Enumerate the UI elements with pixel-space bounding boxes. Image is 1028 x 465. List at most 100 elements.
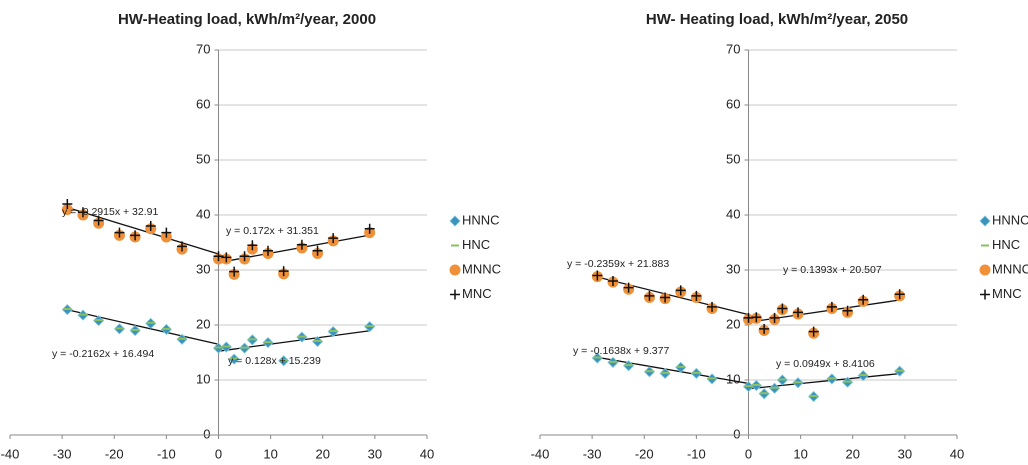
legend-label: MNNC: [462, 261, 501, 276]
x-tick-label: -10: [687, 446, 706, 461]
x-tick-label: -40: [1, 446, 20, 461]
data-point: [894, 289, 905, 300]
data-point: [691, 290, 702, 301]
data-point: [312, 245, 323, 256]
data-point: [826, 301, 837, 312]
data-point: [61, 204, 73, 215]
y-tick-label: 70: [726, 41, 740, 56]
trendline-equation: y = -0.2915x + 32.91: [62, 206, 158, 218]
legend-marker: [450, 289, 460, 300]
legend-label: HNC: [992, 237, 1020, 252]
legend-label: MNNC: [992, 261, 1028, 276]
x-tick-label: -20: [635, 446, 654, 461]
data-point: [675, 285, 686, 296]
y-tick-label: 0: [733, 426, 740, 441]
legend-marker: [979, 215, 991, 227]
y-tick-label: 50: [196, 151, 210, 166]
data-point: [793, 307, 804, 318]
data-point: [247, 240, 258, 251]
x-tick-label: 40: [420, 446, 434, 461]
y-tick-label: 30: [196, 261, 210, 276]
x-tick-label: -10: [157, 446, 176, 461]
y-tick-label: 30: [726, 261, 740, 276]
x-tick-label: 20: [316, 446, 330, 461]
legend-label: MNC: [462, 286, 492, 301]
trendline-equation: y = -0.2359x + 21.883: [567, 258, 669, 270]
y-tick-label: 40: [726, 206, 740, 221]
data-point: [213, 251, 224, 262]
x-tick-label: -40: [531, 446, 550, 461]
trendline: [67, 309, 219, 345]
data-point: [607, 276, 618, 286]
y-tick-label: 40: [196, 206, 210, 221]
trendline-equation: y = -0.1638x + 9.377: [573, 345, 669, 357]
x-tick-label: 10: [263, 446, 277, 461]
y-tick-label: 20: [726, 316, 740, 331]
data-point: [858, 294, 869, 305]
trendline: [597, 356, 749, 385]
data-point: [278, 266, 289, 277]
data-point: [808, 326, 819, 337]
legend-label: HNNC: [462, 212, 500, 227]
x-tick-label: 0: [745, 446, 752, 461]
x-tick-label: -30: [53, 446, 72, 461]
data-point: [239, 251, 250, 262]
x-tick-label: 40: [950, 446, 964, 461]
data-point: [592, 270, 603, 281]
legend-marker: [980, 289, 990, 300]
y-tick-label: 10: [726, 371, 740, 386]
legend-label: HNC: [462, 237, 490, 252]
trendline-equation: y = -0.2162x + 16.494: [52, 348, 154, 360]
data-point: [130, 230, 141, 241]
data-point: [759, 323, 770, 334]
x-tick-label: -30: [583, 446, 602, 461]
y-tick-label: 0: [203, 426, 210, 441]
x-tick-label: 30: [368, 446, 382, 461]
legend-marker: [979, 264, 991, 276]
data-point: [177, 241, 188, 252]
data-point: [296, 239, 307, 250]
data-point: [660, 292, 671, 303]
data-point: [229, 266, 240, 277]
data-point: [364, 223, 375, 234]
trendline-equation: y = 0.128x + 15.239: [228, 355, 321, 367]
data-point: [751, 312, 762, 323]
data-point: [145, 221, 156, 231]
y-tick-label: 60: [196, 96, 210, 111]
legend-marker: [449, 215, 461, 227]
legend-label: MNC: [992, 286, 1022, 301]
data-point: [777, 303, 788, 314]
legend-label: HNNC: [992, 212, 1028, 227]
data-point: [221, 252, 232, 263]
x-tick-label: -20: [105, 446, 124, 461]
y-tick-label: 20: [196, 316, 210, 331]
data-point: [161, 227, 172, 238]
legend-marker: [449, 264, 461, 276]
y-tick-label: 70: [196, 41, 210, 56]
chart-title: HW-Heating load, kWh/m²/year, 2000: [118, 11, 376, 28]
data-point: [842, 305, 853, 316]
data-point: [769, 312, 780, 323]
x-tick-label: 0: [215, 446, 222, 461]
data-point: [707, 301, 718, 312]
x-tick-label: 10: [793, 446, 807, 461]
chart: HW- Heating load, kWh/m²/year, 2050 0 10 20…: [531, 11, 1028, 461]
x-tick-label: 20: [846, 446, 860, 461]
data-point: [623, 282, 634, 293]
y-tick-label: 10: [196, 371, 210, 386]
y-tick-label: 50: [726, 151, 740, 166]
data-point: [114, 227, 125, 238]
trendline-equation: y = 0.172x + 31.351: [226, 225, 319, 237]
data-point: [263, 245, 274, 256]
trendline-equation: y = 0.1393x + 20.507: [783, 264, 882, 276]
data-point: [328, 233, 339, 244]
trendline: [597, 276, 749, 316]
chart: HW-Heating load, kWh/m²/year, 2000 0 10 20 3…: [1, 11, 501, 461]
data-point: [93, 215, 104, 226]
data-point: [62, 199, 73, 209]
chart-title: HW- Heating load, kWh/m²/year, 2050: [646, 11, 908, 28]
trendline: [67, 206, 219, 255]
x-tick-label: 30: [898, 446, 912, 461]
trendline-equation: y = 0.0949x + 8.4106: [776, 358, 875, 370]
